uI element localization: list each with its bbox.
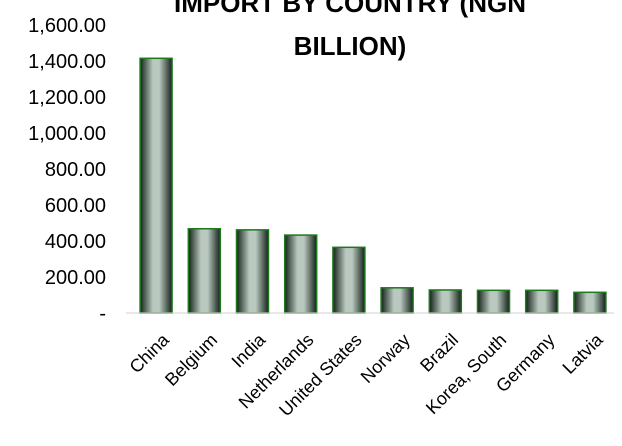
y-tick-label: 1,000.00 [28,123,106,145]
y-axis: - 200.00 400.00 600.00 800.00 1,000.00 1,200.0… [28,15,106,325]
bar-germany [524,289,559,314]
y-tick-label: 600.00 [45,195,106,217]
bar-brazil [428,289,463,314]
chart-title-line: IMPORT BY COUNTRY (NGN [174,0,526,18]
bar-korea-south [476,289,511,314]
x-category-label: Latvia [559,329,608,378]
y-tick-label: 1,200.00 [28,87,106,109]
bar-latvia [573,291,607,314]
chart-title: IMPORT BY COUNTRY (NGN BILLION) [174,0,526,61]
x-category-label: India [228,329,270,371]
x-category-label: Belgium [161,330,221,390]
bars [126,57,614,314]
chart-title-line: BILLION) [294,31,407,61]
x-category-label: Brazil [416,330,462,376]
y-tick-label: 400.00 [45,231,106,253]
bar-netherlands [283,234,318,314]
y-tick-label: 800.00 [45,159,106,181]
y-tick-label: 200.00 [45,267,106,289]
bar-united-states [332,246,366,314]
x-category-label: Norway [357,330,414,387]
bar-china [139,57,173,314]
y-tick-label: - [99,303,106,325]
y-tick-label: 1,600.00 [28,15,106,37]
bar-belgium [187,228,222,314]
y-tick-label: 1,400.00 [28,51,106,73]
bar-india [235,229,270,314]
bar-norway [380,287,414,314]
